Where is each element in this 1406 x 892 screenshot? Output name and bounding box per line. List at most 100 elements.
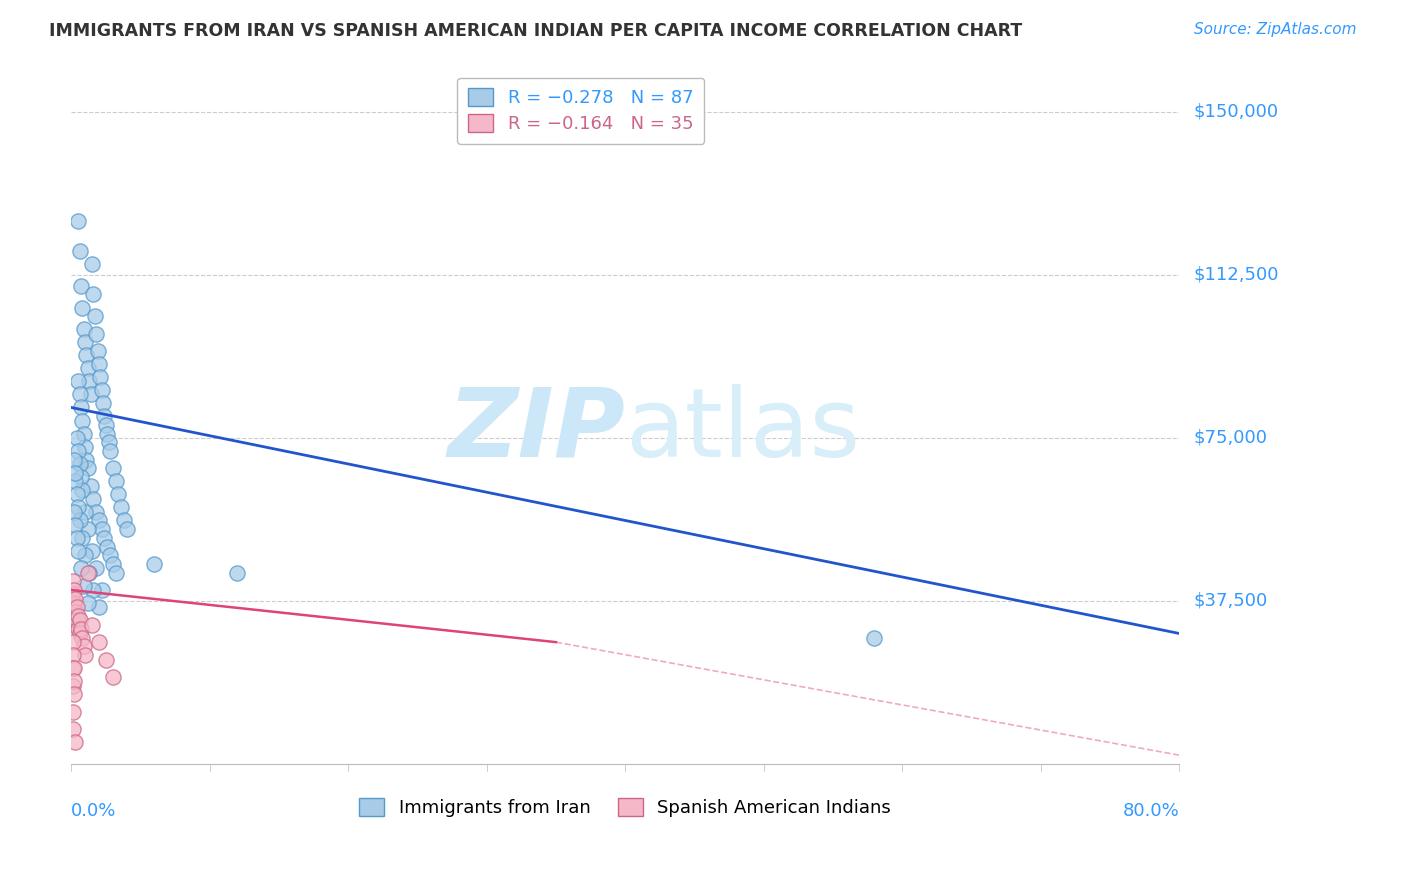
Point xyxy=(94,417,117,432)
Point xyxy=(67,544,90,558)
Point xyxy=(93,531,115,545)
Text: Source: ZipAtlas.com: Source: ZipAtlas.com xyxy=(1194,22,1357,37)
Point xyxy=(91,396,114,410)
Point xyxy=(69,614,91,628)
Text: atlas: atlas xyxy=(626,384,860,476)
Point xyxy=(62,614,84,628)
Point xyxy=(67,622,90,636)
Point xyxy=(62,722,84,736)
Point xyxy=(63,452,86,467)
Point xyxy=(65,591,87,606)
Point xyxy=(62,600,84,615)
Point xyxy=(94,652,117,666)
Point xyxy=(115,522,138,536)
Point xyxy=(79,479,101,493)
Point xyxy=(66,614,89,628)
Point xyxy=(89,370,111,384)
Point xyxy=(62,705,84,719)
Point xyxy=(65,466,87,480)
Point xyxy=(96,426,118,441)
Point xyxy=(87,600,110,615)
Point xyxy=(98,548,121,562)
Point xyxy=(62,661,84,675)
Point xyxy=(72,631,94,645)
Point xyxy=(65,517,87,532)
Point xyxy=(75,548,97,562)
Point xyxy=(63,596,86,610)
Point xyxy=(76,566,98,580)
Point xyxy=(62,587,84,601)
Point xyxy=(66,487,89,501)
Point xyxy=(75,648,97,663)
Point xyxy=(65,475,87,489)
Point xyxy=(76,596,98,610)
Text: $75,000: $75,000 xyxy=(1194,429,1267,447)
Point xyxy=(86,343,108,358)
Point xyxy=(70,622,93,636)
Text: 80.0%: 80.0% xyxy=(1122,802,1180,820)
Point xyxy=(63,661,86,675)
Point xyxy=(69,387,91,401)
Point xyxy=(87,635,110,649)
Point xyxy=(63,687,86,701)
Point xyxy=(77,375,100,389)
Point xyxy=(62,574,84,589)
Point xyxy=(143,557,166,571)
Point xyxy=(87,357,110,371)
Point xyxy=(62,679,84,693)
Text: IMMIGRANTS FROM IRAN VS SPANISH AMERICAN INDIAN PER CAPITA INCOME CORRELATION CH: IMMIGRANTS FROM IRAN VS SPANISH AMERICAN… xyxy=(49,22,1022,40)
Point xyxy=(67,213,90,227)
Point xyxy=(63,609,86,624)
Text: 0.0%: 0.0% xyxy=(72,802,117,820)
Point xyxy=(63,674,86,689)
Point xyxy=(72,483,94,497)
Point xyxy=(75,440,97,454)
Point xyxy=(66,431,89,445)
Point xyxy=(69,457,91,471)
Point xyxy=(70,401,93,415)
Point xyxy=(69,626,91,640)
Point xyxy=(90,383,112,397)
Point xyxy=(65,617,87,632)
Text: $37,500: $37,500 xyxy=(1194,592,1267,610)
Text: $150,000: $150,000 xyxy=(1194,103,1278,121)
Point xyxy=(76,361,98,376)
Point xyxy=(72,301,94,315)
Text: ZIP: ZIP xyxy=(447,384,626,476)
Point xyxy=(101,461,124,475)
Point xyxy=(73,640,96,654)
Point xyxy=(98,444,121,458)
Point xyxy=(63,582,86,597)
Point xyxy=(67,500,90,515)
Point xyxy=(101,670,124,684)
Point xyxy=(84,561,107,575)
Point xyxy=(101,557,124,571)
Point xyxy=(84,326,107,341)
Point xyxy=(66,531,89,545)
Point xyxy=(87,513,110,527)
Point xyxy=(75,505,97,519)
Point xyxy=(97,435,120,450)
Point xyxy=(69,513,91,527)
Point xyxy=(76,348,98,362)
Point xyxy=(67,609,90,624)
Point xyxy=(76,522,98,536)
Point xyxy=(863,631,886,645)
Point xyxy=(90,582,112,597)
Point xyxy=(84,505,107,519)
Point xyxy=(66,600,89,615)
Point xyxy=(77,566,100,580)
Point xyxy=(69,244,91,258)
Point xyxy=(80,544,103,558)
Point xyxy=(73,322,96,336)
Point xyxy=(72,531,94,545)
Point xyxy=(70,470,93,484)
Point xyxy=(226,566,249,580)
Point xyxy=(80,257,103,271)
Point xyxy=(73,579,96,593)
Point xyxy=(62,635,84,649)
Point xyxy=(75,335,97,350)
Point xyxy=(65,735,87,749)
Point xyxy=(96,540,118,554)
Point xyxy=(72,413,94,427)
